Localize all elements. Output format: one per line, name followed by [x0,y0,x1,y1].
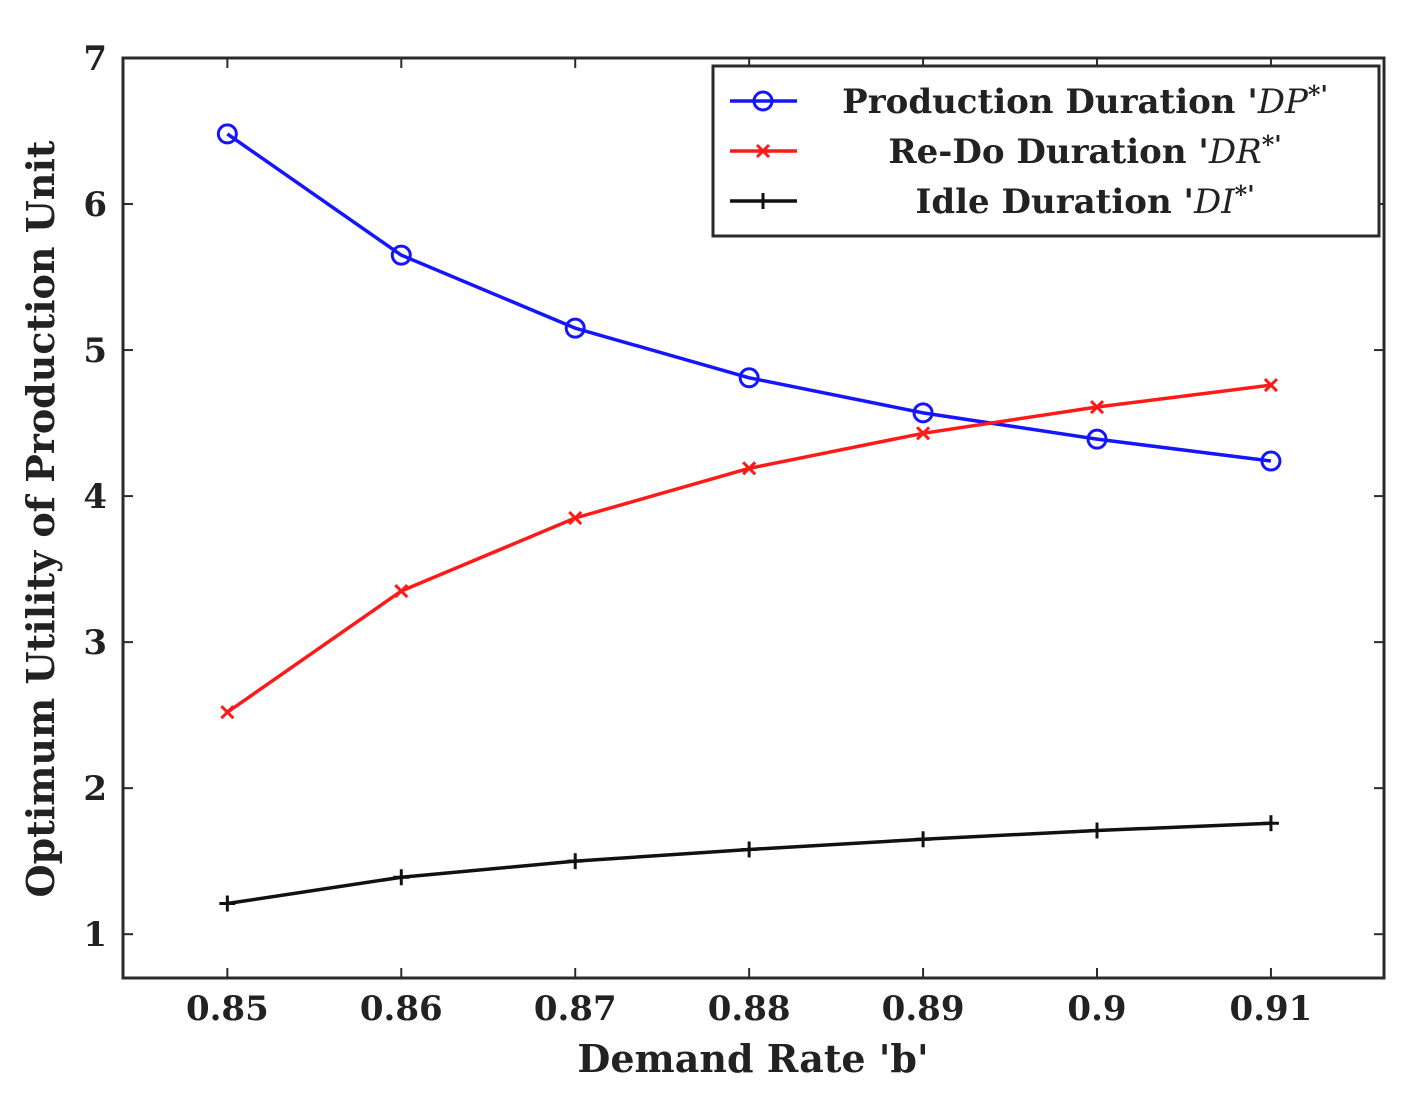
legend-label-symbol: DI [1193,182,1235,222]
plot-frame [121,56,1386,980]
data-point [1262,815,1279,832]
x-tick-label: 0.9 [1067,989,1126,1029]
data-point-stroke [568,510,583,526]
x-tick-label: 0.86 [360,989,443,1029]
legend-label: Idle Duration 'DI*' [915,180,1254,222]
legend-marker [755,143,771,159]
series-2 [219,815,1279,912]
legend-marker-stroke [755,143,771,159]
legend-label-prefix: Re-Do Duration ' [888,132,1208,172]
legend-entry: Re-Do Duration 'DR*' [730,130,1282,172]
legend-label: Production Duration 'DP*' [842,80,1328,122]
data-point-stroke [1263,378,1279,393]
data-point-stroke [394,583,409,599]
data-point [1089,822,1106,839]
y-tick-label: 2 [83,769,107,809]
data-point [219,895,236,912]
legend-box [711,64,1381,238]
data-point-stroke [742,461,757,476]
x-tick-label: 0.87 [534,989,617,1029]
legend-label-suffix: *' [1235,180,1255,209]
data-point [564,317,586,339]
data-point-stroke [1089,399,1105,415]
data-point [742,461,757,476]
y-tick-label: 1 [83,915,107,955]
data-point [1260,450,1282,472]
y-tick-label: 3 [83,623,107,663]
data-point-stroke [916,426,931,441]
series-line [226,132,1272,463]
legend: Production Duration 'DP*'Re-Do Duration … [711,64,1381,238]
data-point [912,402,934,424]
legend-label: Re-Do Duration 'DR*' [888,130,1281,172]
y-axis-title: Optimum Utility of Production Unit [18,140,63,897]
legend-entry: Idle Duration 'DI*' [730,180,1255,222]
data-point [738,367,760,389]
legend-marker [752,90,774,112]
series-0 [216,123,1282,472]
data-point [393,869,410,886]
y-tick-label: 5 [83,331,107,371]
data-point [915,831,932,848]
data-point [394,583,409,599]
data-point-stroke [220,705,235,720]
x-tick-label: 0.91 [1230,989,1313,1029]
legend-marker [755,193,771,209]
y-tick-label: 7 [83,39,107,79]
legend-label-symbol: DR [1208,132,1262,172]
legend-label-prefix: Production Duration ' [842,82,1258,122]
x-tick-label: 0.89 [882,989,965,1029]
data-point [1263,378,1279,393]
data-point [567,853,584,870]
legend-label-symbol: DP [1257,82,1309,122]
y-tick-label: 6 [83,185,107,225]
legend-entries: Production Duration 'DP*'Re-Do Duration … [730,80,1328,222]
axis-ticks: 0.85 0.86 0.87 0.88 0.89 0.9 0.91 1 2 3 4 5 6 7 [83,39,1384,1029]
series-1 [220,378,1279,720]
legend-entry: Production Duration 'DP*' [730,80,1328,122]
data-point [568,510,583,526]
data-point [216,123,238,145]
data-point [220,705,235,720]
data-point [1089,399,1105,415]
data-point [390,244,412,266]
data-point [741,841,758,858]
legend-label-suffix: *' [1308,80,1328,109]
x-axis-title: Demand Rate 'b' [577,1036,928,1081]
y-tick-label: 4 [83,477,107,517]
legend-label-prefix: Idle Duration ' [915,182,1193,222]
x-tick-label: 0.88 [708,989,791,1029]
data-point [1086,428,1108,450]
legend-label-suffix: *' [1262,130,1282,159]
x-tick-label: 0.85 [186,989,269,1029]
data-point [916,426,931,441]
plot-layer [216,123,1282,912]
